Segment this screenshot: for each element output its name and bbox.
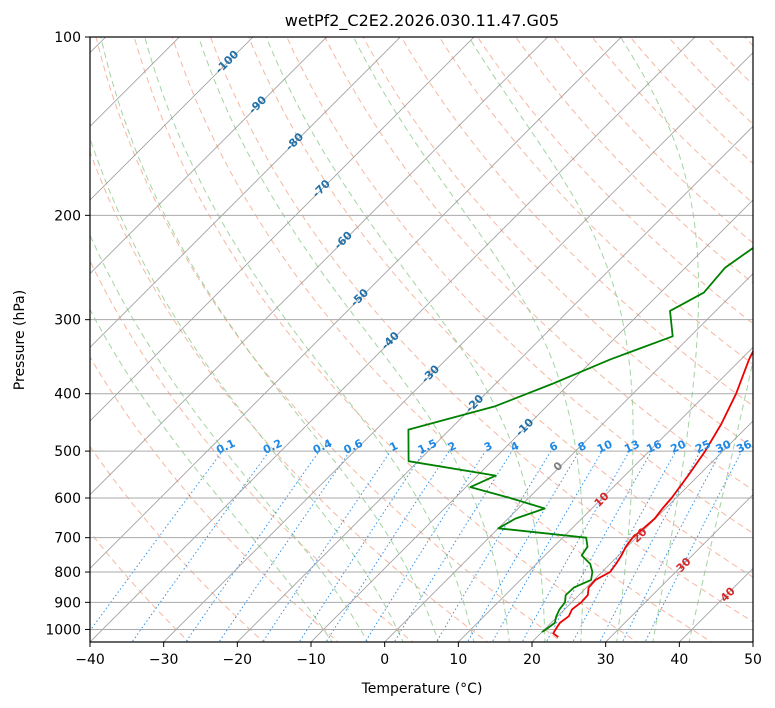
x-tick-label: 40 xyxy=(670,652,688,668)
mixing-ratio-line xyxy=(393,450,513,642)
mixing-ratio-line xyxy=(298,450,425,642)
isotherm-line xyxy=(605,494,753,642)
x-tick-label: −10 xyxy=(296,652,326,668)
isotherm-line xyxy=(531,420,753,642)
dry-adiabat-line xyxy=(90,259,414,642)
mixing-ratio-line xyxy=(218,450,351,642)
isotherm-line xyxy=(90,37,475,422)
x-tick-label: 30 xyxy=(597,652,615,668)
y-tick-label: 900 xyxy=(54,595,81,611)
mixing-ratio-label: 16 xyxy=(644,437,664,455)
chart-title: wetPf2_C2E2.2026.030.11.47.G05 xyxy=(285,11,559,31)
mixing-ratio-label: 20 xyxy=(669,437,689,455)
x-tick-label: −40 xyxy=(75,652,105,668)
isotherm-line xyxy=(90,37,696,642)
mixing-ratio-line xyxy=(325,450,450,642)
mixing-ratio-line xyxy=(466,450,580,642)
moist-adiabat-line xyxy=(90,233,369,642)
y-axis-label: Pressure (hPa) xyxy=(12,290,28,390)
x-tick-label: 0 xyxy=(380,652,389,668)
dry-adiabat-line xyxy=(90,150,489,642)
isotherm-line xyxy=(90,37,254,201)
mixing-ratio-line xyxy=(90,450,223,632)
x-axis-label: Temperature (°C) xyxy=(361,681,483,697)
mixing-ratio-line xyxy=(599,450,701,642)
plot-frame xyxy=(89,36,754,643)
isotherm-line xyxy=(310,199,753,642)
mixing-ratio-line xyxy=(185,450,320,642)
mixing-ratio-label: 10 xyxy=(595,437,615,455)
mixing-ratio-line xyxy=(131,450,270,642)
profile-lines xyxy=(407,246,753,638)
x-tick-label: −30 xyxy=(149,652,179,668)
x-tick-label: 10 xyxy=(449,652,467,668)
y-tick-label: 700 xyxy=(54,531,81,547)
y-tick-label: 100 xyxy=(54,30,81,46)
mixing-ratio-label: 13 xyxy=(622,438,641,456)
y-tick-label: 400 xyxy=(54,387,81,403)
isotherm-line xyxy=(90,37,328,275)
isotherm-line xyxy=(90,37,401,348)
mixing-ratio-label: 25 xyxy=(693,438,712,456)
isotherm-line xyxy=(90,37,622,569)
mixing-ratio-line xyxy=(262,450,392,642)
mixing-ratio-line xyxy=(364,450,486,642)
dewpoint-profile-line xyxy=(407,246,753,633)
isotherm-line xyxy=(384,273,753,642)
x-tick-label: 50 xyxy=(744,652,762,668)
isotherm-line xyxy=(457,346,753,642)
temperature-profile-line xyxy=(552,349,753,638)
axis-ticks: −40 −30 −20 −10 0 10 20 30 40 50 100 200 300 400 500 60… xyxy=(45,30,762,668)
isotherm-line xyxy=(163,52,753,642)
mixing-ratio-label: 30 xyxy=(714,437,734,455)
x-tick-label: 20 xyxy=(523,652,541,668)
x-tick-label: −20 xyxy=(223,652,253,668)
y-tick-label: 1000 xyxy=(45,622,81,638)
y-tick-label: 800 xyxy=(54,565,81,581)
mixing-ratio-line xyxy=(621,450,722,642)
y-tick-label: 600 xyxy=(54,491,81,507)
isotherm-line xyxy=(236,125,753,642)
y-tick-label: 300 xyxy=(54,313,81,329)
isotherm-line xyxy=(90,37,549,496)
y-tick-label: 200 xyxy=(54,208,81,224)
y-tick-label: 500 xyxy=(54,444,81,460)
mixing-ratio-line xyxy=(572,450,677,642)
mixing-ratio-label: 36 xyxy=(734,437,754,455)
reference-lines xyxy=(90,37,753,642)
